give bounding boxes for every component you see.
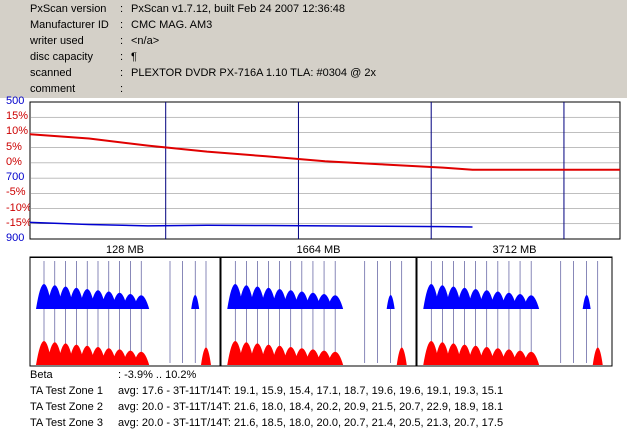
chart-plot xyxy=(29,101,621,240)
red-peaks xyxy=(36,341,211,365)
blue-peaks xyxy=(423,284,591,309)
info-value: PxScan v1.7.12, built Feb 24 2007 12:36:… xyxy=(131,3,346,15)
stat-label: TA Test Zone 3 xyxy=(30,417,103,429)
info-key: writer used xyxy=(30,35,84,47)
beta-jitter-chart: 500 15% 10% 5% 0% 700 -5% -10% -15% 900 xyxy=(0,95,627,244)
y-axis-label: -5% xyxy=(6,186,26,199)
info-value: <n/a> xyxy=(131,35,160,47)
info-colon: : xyxy=(120,3,124,15)
info-colon: : xyxy=(120,67,124,79)
y-axis-label: -10% xyxy=(6,201,32,214)
zone-histograms xyxy=(29,256,613,367)
series-line xyxy=(29,221,473,228)
blue-peaks xyxy=(36,284,200,309)
ta-test-zones: 128 MB 1664 MB 3712 MB xyxy=(0,243,627,367)
stat-value: avg: 17.6 - 3T-11T/14T: 19.1, 15.9, 15.4… xyxy=(118,385,504,397)
info-colon: : xyxy=(120,19,124,31)
y-axis-label: 10% xyxy=(6,125,29,138)
stat-label: TA Test Zone 2 xyxy=(30,401,103,413)
stats-panel: Beta : -3.9% .. 10.2% TA Test Zone 1 avg… xyxy=(0,367,627,433)
info-key: comment xyxy=(30,83,76,95)
blue-peaks xyxy=(227,284,395,309)
y-axis-label: 0% xyxy=(6,155,22,168)
stat-value: avg: 20.0 - 3T-11T/14T: 21.6, 18.0, 18.4… xyxy=(118,401,504,413)
stat-label: Beta xyxy=(30,369,53,381)
scan-info-panel: PxScan version : PxScan v1.7.12, built F… xyxy=(0,0,627,97)
red-peaks xyxy=(423,341,603,365)
red-peaks xyxy=(227,341,407,365)
y-axis-label: -15% xyxy=(6,216,32,229)
series-line xyxy=(29,133,620,171)
info-colon: : xyxy=(120,35,124,47)
info-colon: : xyxy=(120,83,124,95)
stat-value: avg: 20.0 - 3T-11T/14T: 21.6, 18.5, 18.0… xyxy=(118,417,504,429)
zone-header-2: 1664 MB xyxy=(221,243,416,258)
info-key: disc capacity xyxy=(30,51,93,63)
y-axis-label: 900 xyxy=(6,232,25,244)
zone-frame xyxy=(416,256,613,367)
y-axis-label: 5% xyxy=(6,140,22,153)
info-key: Manufacturer ID xyxy=(30,19,109,31)
info-value: ¶ xyxy=(131,51,137,63)
y-axis-label: 15% xyxy=(6,110,29,123)
zone-header-1: 128 MB xyxy=(30,243,220,258)
info-colon: : xyxy=(120,51,124,63)
stat-label: TA Test Zone 1 xyxy=(30,385,103,397)
y-axis-label: 500 xyxy=(6,95,25,107)
stat-value: : -3.9% .. 10.2% xyxy=(118,369,197,381)
zone-frame xyxy=(29,256,221,367)
info-key: PxScan version xyxy=(30,3,107,15)
zone-frame xyxy=(220,256,417,367)
info-value: PLEXTOR DVDR PX-716A 1.10 TLA: #0304 @ 2… xyxy=(131,67,376,79)
y-axis-label: 700 xyxy=(6,171,25,184)
info-value: CMC MAG. AM3 xyxy=(131,19,213,31)
info-key: scanned xyxy=(30,67,72,79)
